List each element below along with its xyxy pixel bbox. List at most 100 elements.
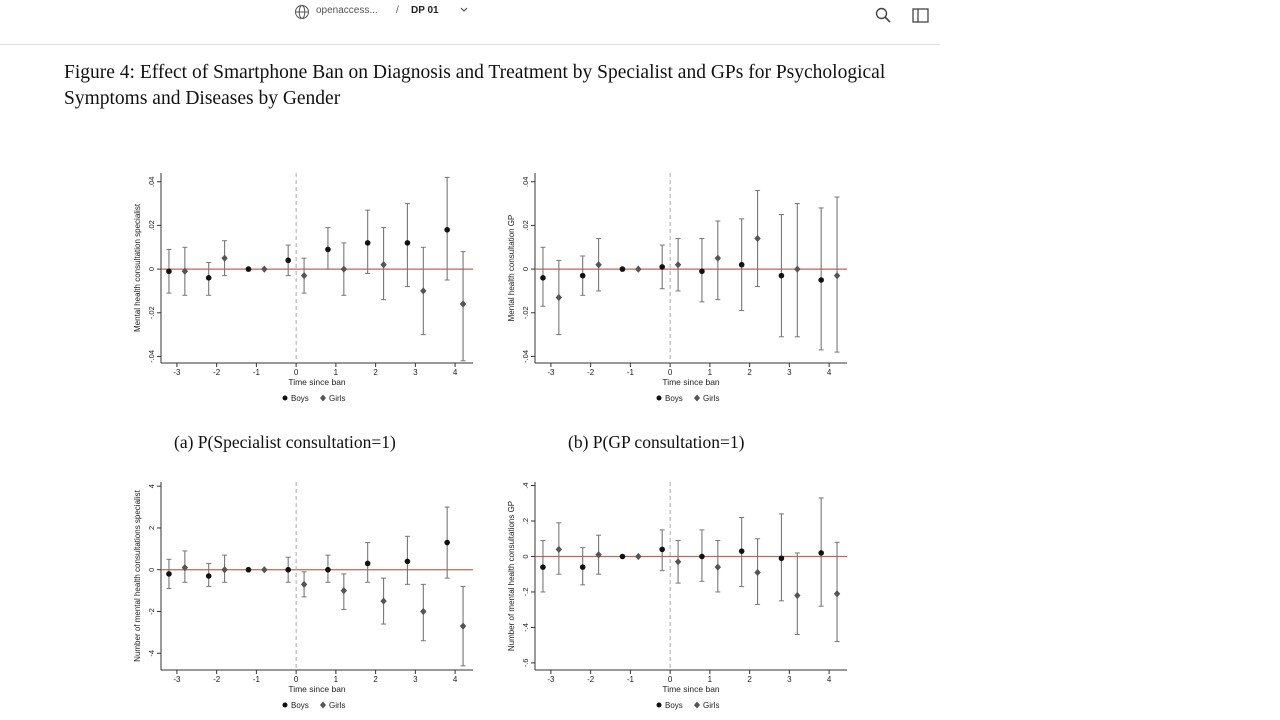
subcaption-b: (b) P(GP consultation=1) (568, 432, 745, 452)
y-tick-label: -4 (147, 650, 156, 657)
girls-point (595, 551, 602, 559)
girls-point (380, 597, 387, 605)
x-tick-label: 2 (747, 675, 752, 684)
x-tick-label: 3 (413, 675, 418, 684)
legend-boys-marker (282, 702, 288, 708)
globe-icon (295, 5, 309, 19)
boys-point (205, 573, 212, 579)
legend-girls-marker (694, 701, 700, 709)
girls-point (714, 254, 722, 262)
breadcrumb-separator: / (396, 5, 399, 16)
boys-point (205, 275, 212, 281)
legend-girls-label: Girls (329, 394, 345, 403)
x-tick-label: -1 (627, 368, 635, 377)
boys-point (699, 553, 705, 560)
x-axis-title: Time since ban (662, 377, 720, 387)
y-tick-label: 4 (147, 484, 156, 488)
legend-boys-label: Boys (665, 701, 683, 710)
legend-boys-marker (282, 395, 288, 401)
boys-point (404, 558, 411, 565)
girls-point (261, 566, 268, 574)
x-tick-label: -2 (213, 675, 221, 684)
y-tick-label: -.04 (521, 350, 530, 363)
chart-gp-probability: -.04 -.02 0 .02 .04 -3 -2 -1 0 1 2 3 4 Time since ban… (507, 173, 847, 403)
legend-boys-marker (656, 395, 662, 401)
x-tick-label: 4 (453, 675, 458, 684)
girls-point (420, 607, 427, 616)
boys-point (540, 275, 546, 281)
girls-point (420, 287, 427, 295)
y-tick-label: 2 (147, 526, 156, 530)
chart-specialist-count: -4 -2 0 2 4 -3 -2 -1 0 1 2 3 4 Time since ban Number o… (133, 482, 473, 710)
x-axis-title: Time since ban (288, 684, 346, 694)
girls-point (754, 234, 761, 243)
boys-point (619, 553, 626, 560)
y-tick-label: .2 (521, 518, 530, 524)
y-axis-title: Mental health consultation GP (507, 215, 516, 322)
boys-point (166, 268, 172, 275)
x-tick-label: -1 (253, 675, 261, 684)
boys-point (738, 261, 745, 268)
x-axis-title: Time since ban (662, 684, 720, 694)
y-tick-label: .04 (147, 177, 156, 187)
x-tick-label: -2 (213, 368, 221, 377)
y-tick-label: 0 (521, 267, 530, 271)
girls-point (459, 622, 467, 630)
x-tick-label: 1 (334, 675, 339, 684)
girls-point (300, 580, 308, 588)
y-tick-label: .02 (147, 220, 156, 230)
chevron-down-icon[interactable] (459, 4, 469, 14)
x-tick-label: -3 (173, 368, 181, 377)
x-tick-label: 4 (453, 368, 458, 377)
girls-point (555, 545, 563, 553)
boys-point (364, 240, 371, 246)
breadcrumb-site[interactable]: openaccess... (316, 5, 378, 16)
boys-point (659, 264, 665, 270)
x-tick-label: -2 (587, 368, 595, 377)
boys-point (285, 566, 291, 573)
y-axis-title: Mental health consultation specialist (133, 203, 142, 332)
y-axis-title: Number of mental health consultations sp… (133, 489, 142, 661)
girls-point (261, 265, 268, 273)
x-tick-label: 3 (787, 675, 792, 684)
boys-point (699, 268, 705, 275)
girls-point (340, 265, 348, 273)
y-tick-label: -.04 (147, 350, 156, 363)
x-tick-label: 0 (294, 368, 299, 377)
x-tick-label: -3 (547, 675, 555, 684)
legend-girls-label: Girls (703, 701, 719, 710)
boys-point (619, 266, 626, 272)
y-tick-label: .02 (521, 220, 530, 230)
legend-girls-label: Girls (703, 394, 719, 403)
y-tick-label: .4 (521, 482, 530, 488)
x-tick-label: 3 (413, 368, 418, 377)
y-tick-label: -.6 (521, 659, 530, 668)
legend-girls-label: Girls (329, 701, 345, 710)
x-tick-label: 0 (668, 368, 673, 377)
legend-boys-marker (656, 702, 662, 708)
sidebar-panel-icon[interactable] (910, 6, 930, 24)
girls-point (794, 265, 801, 273)
x-axis-title: Time since ban (288, 377, 346, 387)
x-tick-label: 2 (373, 368, 378, 377)
boys-point (285, 257, 291, 264)
x-tick-label: 1 (334, 368, 339, 377)
boys-point (778, 272, 785, 279)
girls-point (714, 563, 722, 571)
x-tick-label: 1 (708, 368, 713, 377)
breadcrumb-document[interactable]: DP 01 (411, 5, 439, 16)
girls-point (459, 300, 467, 308)
boys-point (738, 548, 745, 554)
y-tick-label: -.02 (521, 306, 530, 319)
boys-point (444, 539, 450, 546)
legend-girls-marker (320, 701, 326, 709)
girls-point (754, 568, 761, 577)
girls-point (300, 272, 308, 280)
x-tick-label: -1 (253, 368, 261, 377)
girls-point (794, 591, 801, 600)
girls-point (833, 590, 841, 598)
girls-point (674, 558, 682, 566)
search-icon[interactable] (874, 6, 892, 24)
boys-point (818, 277, 824, 283)
boys-point (579, 564, 586, 570)
